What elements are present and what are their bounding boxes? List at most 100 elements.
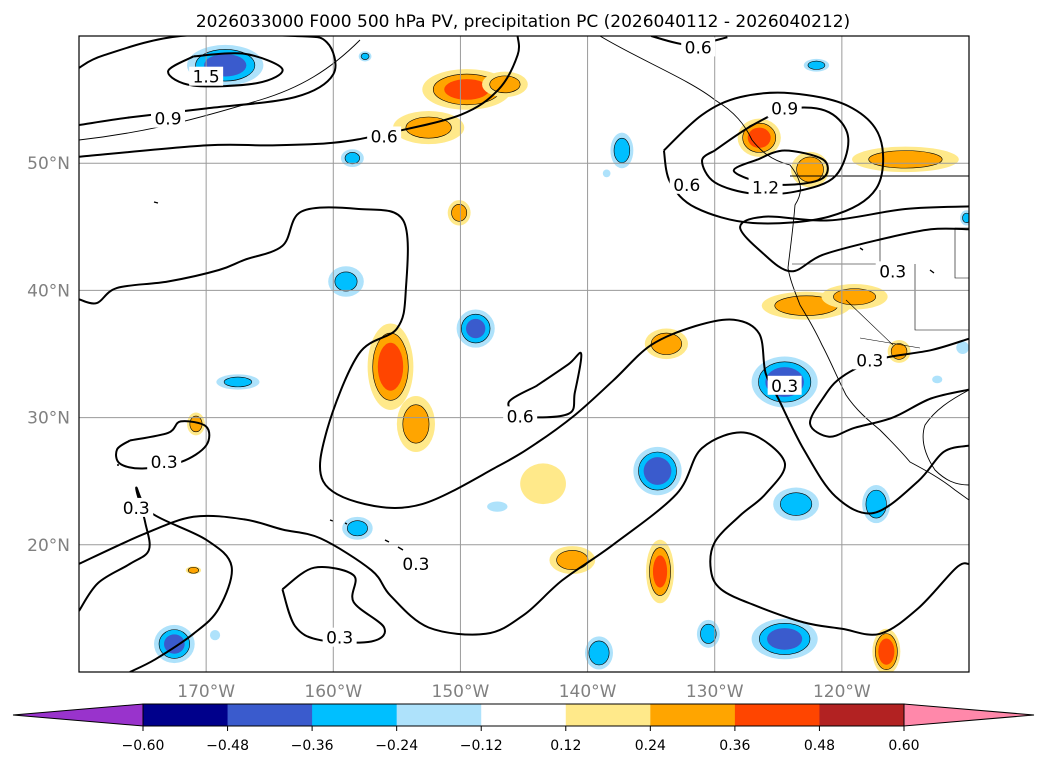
contour-label: 0.3 xyxy=(326,629,353,649)
contour-label: 0.3 xyxy=(771,377,798,397)
pv-contour-line xyxy=(79,431,969,636)
pv-contour-line xyxy=(281,566,386,644)
precip-level xyxy=(833,288,877,306)
precip-level xyxy=(344,152,360,165)
contour-label-backing xyxy=(852,350,887,370)
x-tick-labels: 170°W 160°W 150°W 140°W 130°W 120°W xyxy=(177,682,871,702)
precip-blob xyxy=(852,146,959,173)
x-tick-label: 130°W xyxy=(686,682,744,702)
precip-level xyxy=(489,75,521,94)
colorbar: −0.60 −0.48 −0.36 −0.24 −0.12 0.12 0.24 0.36 0.4… xyxy=(12,703,1035,754)
contour-label: 0.6 xyxy=(673,176,700,196)
precip-level xyxy=(588,640,610,666)
precip-level xyxy=(451,204,468,222)
precip-blob xyxy=(872,628,901,672)
contour-label: 0.3 xyxy=(402,555,429,575)
precip-level xyxy=(405,116,452,139)
colorbar-extend-max xyxy=(903,703,1035,727)
x-tick-label: 120°W xyxy=(813,682,871,702)
pv-contour-line xyxy=(732,149,829,186)
contour-label: 0.6 xyxy=(685,38,712,58)
precip-blob xyxy=(456,309,495,348)
contour-labels: 1.5 0.9 0.6 0.6 1.2 0.9 0.6 0.3 0.6 0.3 0.3 0.3 0.3 0… xyxy=(119,37,910,649)
precip-level xyxy=(466,318,486,339)
map-frame xyxy=(78,35,970,673)
colorbar-segment xyxy=(396,704,482,726)
precip-blob xyxy=(610,132,634,169)
precip-blob xyxy=(644,328,689,360)
precip-blob xyxy=(803,58,830,72)
precip-level xyxy=(643,457,672,485)
colorbar-tick-label: −0.12 xyxy=(460,738,503,754)
contour-label-backing xyxy=(119,497,154,517)
precip-level xyxy=(444,79,490,100)
precip-level xyxy=(650,332,682,355)
colorbar-tick-label: 0.60 xyxy=(888,738,919,754)
precip-blob xyxy=(209,630,221,641)
precip-blob xyxy=(585,636,613,670)
colorbar-segment xyxy=(312,704,398,726)
precip-level xyxy=(223,376,253,388)
precip-blob xyxy=(773,487,819,521)
precip-level xyxy=(164,634,185,654)
precip-blob xyxy=(602,169,611,178)
pv-contour-line xyxy=(166,52,284,88)
precip-level xyxy=(334,271,358,292)
colorbar-tick-label: 0.24 xyxy=(635,738,666,754)
precip-level xyxy=(780,492,813,516)
pv-contour-line xyxy=(79,206,969,515)
precip-level xyxy=(878,638,895,665)
contour-label: 0.3 xyxy=(151,453,178,473)
precip-level xyxy=(487,501,508,512)
precip-level xyxy=(962,212,969,223)
precip-blob xyxy=(216,374,260,390)
contour-label-backing xyxy=(767,98,802,118)
contour-label-backing xyxy=(398,553,433,573)
x-tick-label: 140°W xyxy=(559,682,617,702)
chart-title: 2026033000 F000 500 hPa PV, precipitatio… xyxy=(196,12,850,32)
precip-level xyxy=(932,375,943,384)
pv-contour-line xyxy=(115,420,211,470)
pv-contour-line xyxy=(662,91,885,225)
contour-label-backing xyxy=(322,627,357,647)
precip-level xyxy=(402,404,430,444)
precip-blob xyxy=(960,210,969,226)
contour-label: 0.6 xyxy=(371,127,398,147)
precip-blob xyxy=(633,446,682,496)
contour-label-backing xyxy=(748,177,783,197)
contour-label-backing xyxy=(669,174,704,194)
precip-level xyxy=(767,628,803,650)
pv-contour-line xyxy=(809,337,969,438)
precip-blob xyxy=(358,51,372,62)
y-tick-labels: 20°N 30°N 40°N 50°N xyxy=(27,154,70,556)
colorbar-tick-label: 0.36 xyxy=(719,738,750,754)
precip-blob xyxy=(737,118,781,157)
colorbar-tick-label: 0.12 xyxy=(550,738,581,754)
precip-blob xyxy=(646,539,675,604)
colorbar-segment xyxy=(143,704,229,726)
contour-label-backing xyxy=(151,108,185,128)
gridlines xyxy=(79,36,969,672)
contour-label: 0.9 xyxy=(154,110,181,130)
precip-level xyxy=(209,630,221,641)
precip-level xyxy=(556,550,589,570)
contour-label: 0.6 xyxy=(507,407,534,427)
contour-label: 1.2 xyxy=(752,178,779,198)
colorbar-segment xyxy=(819,704,905,726)
colorbar-segment xyxy=(481,704,567,726)
precip-level xyxy=(520,463,566,505)
precip-blob xyxy=(328,266,364,297)
contour-label-backing xyxy=(503,406,538,426)
precip-shading xyxy=(154,44,969,672)
colorbar-tick-label: −0.60 xyxy=(122,738,165,754)
precip-level xyxy=(613,137,631,164)
precip-level xyxy=(700,623,717,644)
contour-label: 1.5 xyxy=(193,68,220,88)
contour-label-backing xyxy=(147,452,182,472)
precip-blob xyxy=(482,71,528,98)
pv-contours xyxy=(79,36,969,672)
precip-blob xyxy=(549,546,596,575)
precip-level xyxy=(602,169,611,178)
colorbar-outline xyxy=(142,703,905,727)
precip-level xyxy=(807,60,826,70)
